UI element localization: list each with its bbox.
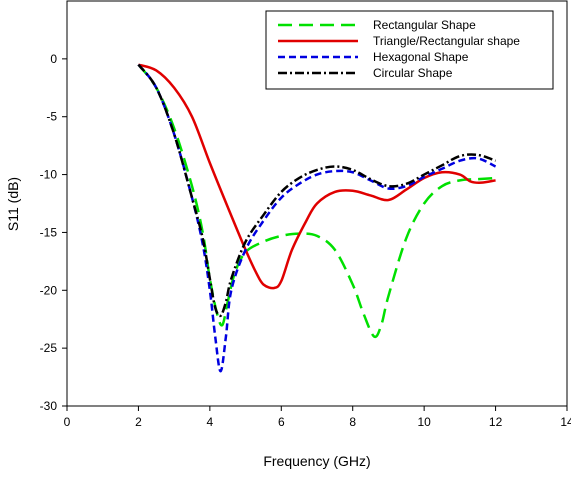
axes-layer: 0 2 4 6 8 10 12 14 0 -5 -10 -15 -20 -25 -30 [40,0,571,429]
x-axis-title: Frequency (GHz) [263,453,370,469]
x-tick-label: 8 [349,415,356,429]
legend-label-1: Rectangular Shape [373,18,476,32]
y-tick-label: -25 [40,341,58,355]
y-tick-label: -20 [40,283,58,297]
series-layer [137,63,497,373]
legend-box [265,10,554,90]
series-line-2 [138,63,496,290]
y-tick-label: -15 [40,225,58,239]
y-tick-label: -5 [46,110,57,124]
legend-label-4: Circular Shape [373,66,453,80]
x-tick-label: 4 [207,415,214,429]
x-tick-label: 10 [417,415,431,429]
plot-frame [66,0,568,407]
legend-label-2: Triangle/Rectangular shape [373,34,520,48]
y-tick-label: 0 [50,52,57,66]
x-tick-label: 2 [135,415,142,429]
x-tick-label: 12 [489,415,503,429]
legend: Rectangular Shape Triangle/Rectangular sh… [265,10,554,90]
x-tick-label: 0 [64,415,71,429]
x-tick-label: 14 [560,415,571,429]
legend-label-3: Hexagonal Shape [373,50,469,64]
x-tick-label: 6 [278,415,285,429]
y-axis-title: S11 (dB) [5,177,21,231]
y-tick-label: -30 [40,399,58,413]
series-line-4 [137,63,496,318]
y-tick-label: -10 [40,168,58,182]
